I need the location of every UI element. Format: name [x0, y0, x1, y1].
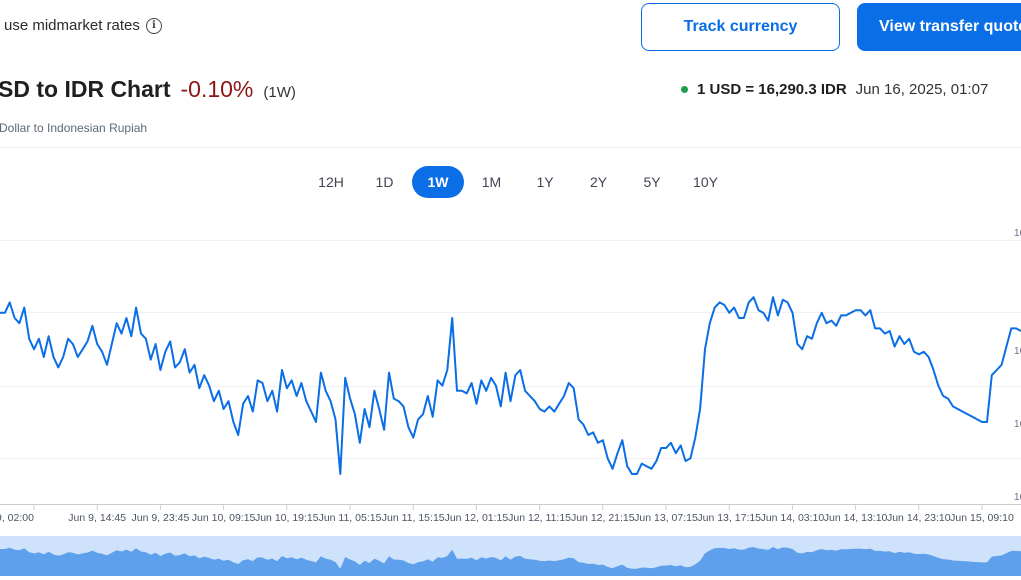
x-tick-label: Jun 14, 23:10 — [887, 512, 951, 524]
chart-title: SD to IDR Chart — [0, 76, 171, 102]
range-tab-2y[interactable]: 2Y — [589, 174, 608, 190]
chart-subtitle: Dollar to Indonesian Rupiah — [0, 121, 148, 135]
rate-text: 1 USD = 16,290.3 IDR — [697, 81, 847, 98]
x-tick-label: 9, 02:00 — [0, 512, 34, 524]
range-tab-1d[interactable]: 1D — [375, 174, 394, 190]
range-selector: 12H 1D 1W 1M 1Y 2Y 5Y 10Y — [305, 166, 733, 198]
range-tab-12h[interactable]: 12H — [318, 174, 344, 190]
header-divider — [0, 147, 1021, 148]
x-tick-label: Jun 11, 05:15 — [319, 512, 382, 524]
y-tick-label: 16 — [1014, 492, 1021, 503]
overview-navigator — [0, 536, 1021, 576]
range-tab-1w[interactable]: 1W — [412, 166, 464, 198]
y-tick-label: 16 — [1014, 419, 1021, 430]
x-tick-label: Jun 9, 23:45 — [132, 512, 190, 524]
view-transfer-quote-button[interactable]: View transfer quote — [857, 3, 1021, 51]
x-tick-label: Jun 12, 11:15 — [508, 512, 571, 524]
notice-text: use midmarket rates — [4, 17, 140, 34]
period-label: (1W) — [263, 84, 296, 101]
range-tab-1y[interactable]: 1Y — [536, 174, 554, 190]
x-tick-label: Jun 10, 19:15 — [255, 512, 319, 524]
y-axis-ticks: 16 16 16 16 — [1014, 228, 1021, 503]
x-tick-label: Jun 14, 03:10 — [761, 512, 825, 524]
x-tick-label: Jun 15, 09:10 — [950, 512, 1014, 524]
x-tick-label: Jun 13, 17:15 — [697, 512, 761, 524]
x-tick-label: Jun 14, 13:10 — [824, 512, 888, 524]
y-tick-label: 16 — [1014, 346, 1021, 357]
x-tick-label: Jun 10, 09:15 — [192, 512, 256, 524]
range-tab-5y[interactable]: 5Y — [643, 174, 661, 190]
rate-timestamp: Jun 16, 2025, 01:07 — [855, 81, 989, 98]
x-tick-label: Jun 12, 01:15 — [445, 512, 509, 524]
rate-series-line — [0, 296, 1021, 475]
track-currency-button[interactable]: Track currency — [641, 3, 840, 51]
x-tick-label: Jun 9, 14:45 — [68, 512, 126, 524]
live-status-dot — [681, 86, 688, 93]
x-tick-label: Jun 11, 15:15 — [382, 512, 445, 524]
range-tab-10y[interactable]: 10Y — [693, 174, 718, 190]
x-tick-label: Jun 13, 07:15 — [634, 512, 698, 524]
y-tick-label: 16 — [1014, 228, 1021, 239]
info-icon[interactable]: i — [145, 17, 162, 34]
current-rate: 1 USD = 16,290.3 IDR Jun 16, 2025, 01:07 — [681, 81, 988, 98]
midmarket-notice: use midmarket rates i — [4, 17, 162, 34]
overview-area — [0, 547, 1021, 576]
percent-change: -0.10% — [180, 76, 254, 102]
x-tick-label: Jun 12, 21:15 — [571, 512, 635, 524]
range-tab-1m[interactable]: 1M — [481, 174, 502, 190]
chart-title-row: SD to IDR Chart -0.10% (1W) — [0, 76, 296, 103]
